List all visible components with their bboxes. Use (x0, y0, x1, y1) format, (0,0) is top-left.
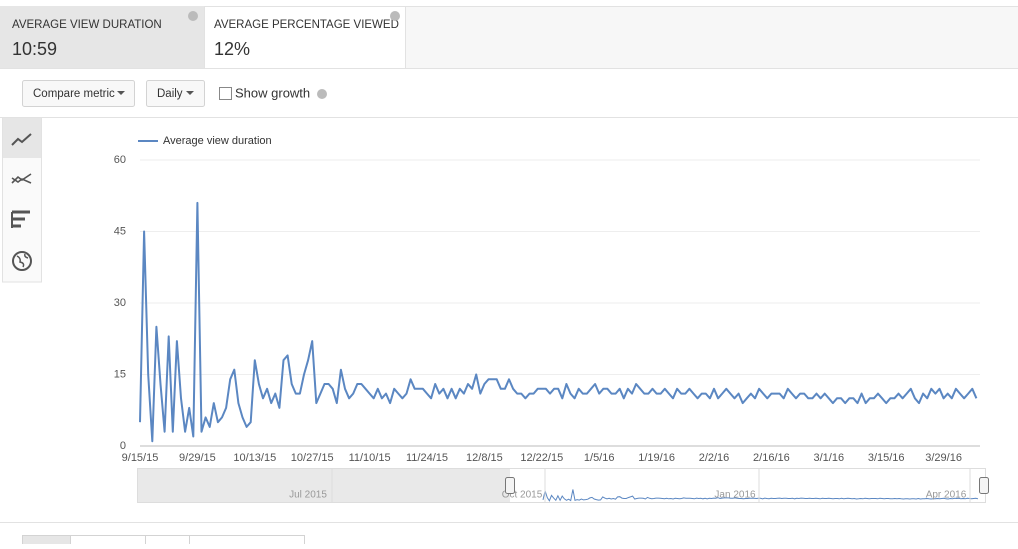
navigator-label: Oct 2015 (502, 490, 543, 501)
x-tick-label: 9/15/15 (122, 452, 159, 464)
metric-label: AVERAGE PERCENTAGE VIEWED (214, 19, 399, 31)
x-tick-label: 12/22/15 (520, 452, 563, 464)
x-tick-label: 11/10/15 (349, 452, 391, 464)
help-icon[interactable] (317, 89, 327, 99)
tab[interactable] (70, 535, 146, 549)
x-tick-label: 10/27/15 (291, 452, 334, 464)
tab[interactable] (189, 535, 305, 549)
y-tick-label: 15 (114, 368, 126, 380)
dropdown-arrow (117, 91, 125, 95)
plot: 0 15 30 45 60 9/15/15 9/29/15 10/13/15 10/27/15 1… (114, 154, 980, 464)
line-chart-tab[interactable] (3, 118, 41, 158)
navigator-label: Jul 2015 (289, 490, 327, 501)
x-tick-label: 2/2/16 (699, 452, 730, 464)
line-icon (11, 133, 32, 146)
checkbox[interactable] (219, 87, 232, 100)
navigator-line (542, 489, 979, 502)
x-tick-label: 10/13/15 (233, 452, 276, 464)
y-tick-label: 45 (114, 225, 126, 237)
map-icon-detail (16, 253, 29, 268)
tab[interactable] (22, 535, 71, 549)
metric-value: 10:59 (12, 39, 57, 59)
x-tick-label: 9/29/15 (179, 452, 216, 464)
navigator-mask (138, 469, 510, 502)
map-icon[interactable] (12, 251, 32, 271)
interval-button[interactable] (146, 80, 205, 107)
help-icon[interactable] (188, 11, 198, 21)
navigator-label: Apr 2016 (926, 490, 967, 501)
metric-label: AVERAGE VIEW DURATION (12, 19, 162, 31)
tab[interactable] (145, 535, 190, 549)
dropdown-arrow (186, 91, 194, 95)
button-label: Compare metric (33, 88, 115, 100)
x-tick-label: 11/24/15 (406, 452, 448, 464)
navigator-content: Jul 2015 Oct 2015 Jan 2016 Apr 2016 (289, 469, 979, 502)
series-line (139, 201, 978, 443)
y-tick-label: 0 (120, 440, 126, 452)
x-tick-label: 1/5/16 (584, 452, 615, 464)
metric-card-selected[interactable] (0, 6, 204, 68)
y-tick-label: 30 (114, 297, 126, 309)
navigator-label: Jan 2016 (714, 490, 756, 501)
checkbox-label: Show growth (235, 85, 310, 100)
help-icon[interactable] (390, 11, 400, 21)
metric-card[interactable] (204, 6, 406, 69)
x-tick-label: 3/15/16 (868, 452, 905, 464)
compare-metric-button[interactable] (22, 80, 135, 107)
navigator-handle[interactable] (505, 477, 515, 494)
legend-label[interactable]: Average view duration (163, 135, 272, 147)
navigator-handle[interactable] (979, 477, 989, 494)
x-tick-label: 3/1/16 (814, 452, 845, 464)
bar-icon[interactable] (12, 210, 30, 228)
y-tick-label: 60 (114, 154, 126, 166)
button-label: Daily (157, 88, 183, 100)
metric-value: 12% (214, 39, 250, 59)
x-tick-label: 1/19/16 (638, 452, 675, 464)
x-tick-label: 3/29/16 (925, 452, 962, 464)
x-tick-label: 12/8/15 (466, 452, 503, 464)
x-tick-label: 2/16/16 (753, 452, 790, 464)
multi-line-icon[interactable] (11, 173, 32, 184)
